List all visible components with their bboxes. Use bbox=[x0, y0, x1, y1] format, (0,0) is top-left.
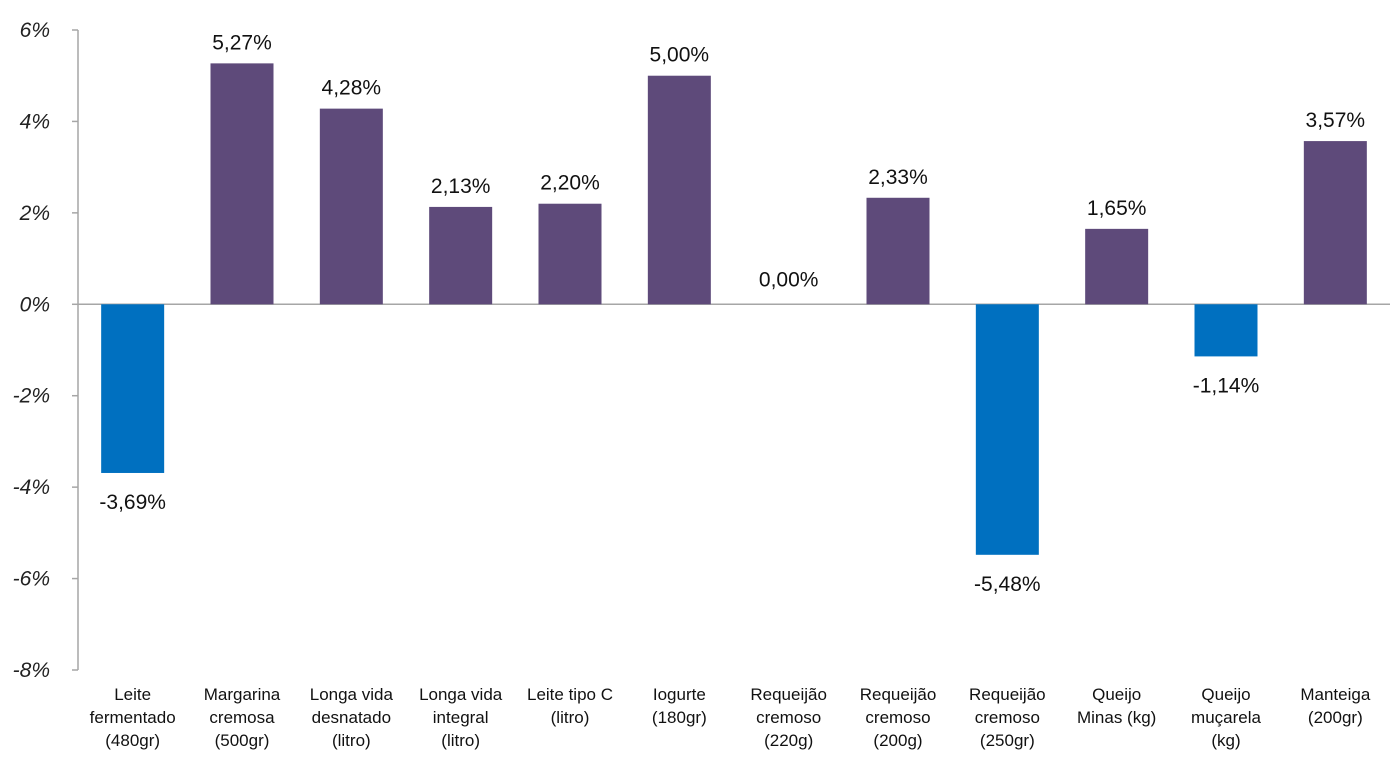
category-label-line: Manteiga bbox=[1300, 685, 1370, 704]
category-label-line: (180gr) bbox=[652, 708, 707, 727]
y-tick-label: 4% bbox=[20, 110, 50, 133]
data-label: -3,69% bbox=[99, 491, 166, 514]
category-label-line: Requeijão bbox=[750, 685, 827, 704]
data-label: 3,57% bbox=[1306, 109, 1366, 132]
category-label-line: (480gr) bbox=[105, 731, 160, 750]
category-label: Requeijão cremoso (220g) bbox=[750, 685, 827, 750]
category-label: Queijo Minas (kg) bbox=[1077, 685, 1156, 727]
category-label: Queijo muçarela (kg) bbox=[1191, 685, 1261, 750]
category-label-line: cremoso bbox=[756, 708, 821, 727]
bar bbox=[1085, 228, 1149, 305]
category-label: Longa vida desnatado (litro) bbox=[310, 685, 394, 750]
category-label-line: (litro) bbox=[551, 708, 590, 727]
category-label-line: (220g) bbox=[764, 731, 813, 750]
category-label: Iogurte (180gr) bbox=[652, 685, 707, 727]
category-label-line: Requeijão bbox=[860, 685, 937, 704]
category-label-line: Margarina bbox=[204, 685, 281, 704]
bar bbox=[866, 197, 930, 305]
category-label-line: Longa vida bbox=[419, 685, 503, 704]
data-label: -5,48% bbox=[974, 573, 1041, 596]
category-label-line: (kg) bbox=[1211, 731, 1240, 750]
data-label: 5,27% bbox=[212, 31, 272, 54]
category-label-line: Leite bbox=[114, 685, 151, 704]
y-tick-label: 6% bbox=[20, 19, 50, 42]
category-label-line: fermentado bbox=[90, 708, 176, 727]
data-label: -1,14% bbox=[1193, 374, 1260, 397]
data-label: 1,65% bbox=[1087, 197, 1147, 220]
data-label: 4,28% bbox=[322, 77, 382, 100]
data-label: 2,13% bbox=[431, 175, 491, 198]
category-label-line: (200g) bbox=[873, 731, 922, 750]
category-label-line: Longa vida bbox=[310, 685, 394, 704]
data-label: 0,00% bbox=[759, 268, 819, 291]
category-label-line: (litro) bbox=[332, 731, 371, 750]
bar bbox=[210, 63, 274, 305]
bar bbox=[101, 304, 165, 473]
data-labels: -3,69% 5,27% 4,28% 2,13% 2,20% 5,00% 0,00% 2,33… bbox=[99, 31, 1365, 595]
category-label-line: Iogurte bbox=[653, 685, 706, 704]
category-label: Requeijão cremoso (250gr) bbox=[969, 685, 1046, 750]
y-tick-label: -8% bbox=[13, 659, 50, 682]
category-label-line: cremosa bbox=[209, 708, 275, 727]
category-label: Manteiga (200gr) bbox=[1300, 685, 1370, 727]
category-label-line: (250gr) bbox=[980, 731, 1035, 750]
bar bbox=[1194, 304, 1258, 357]
category-label-line: Queijo bbox=[1092, 685, 1141, 704]
category-label: Margarina cremosa (500gr) bbox=[204, 685, 281, 750]
bar bbox=[538, 203, 602, 305]
category-label-line: Minas (kg) bbox=[1077, 708, 1156, 727]
bars bbox=[101, 63, 1367, 555]
y-tick-label: -6% bbox=[13, 568, 50, 591]
x-axis-labels: Leite fermentado (480gr) Margarina cremosa (5… bbox=[90, 685, 1371, 750]
bar bbox=[319, 108, 383, 305]
data-label: 5,00% bbox=[650, 44, 710, 67]
category-label-line: (200gr) bbox=[1308, 708, 1363, 727]
category-label: Requeijão cremoso (200g) bbox=[860, 685, 937, 750]
category-label-line: (litro) bbox=[441, 731, 480, 750]
category-label-line: Leite tipo C bbox=[527, 685, 613, 704]
category-label-line: integral bbox=[433, 708, 489, 727]
category-label: Leite tipo C (litro) bbox=[527, 685, 613, 727]
category-label-line: cremoso bbox=[975, 708, 1040, 727]
bar bbox=[1303, 141, 1367, 305]
bar bbox=[975, 304, 1039, 555]
data-label: 2,20% bbox=[540, 172, 600, 195]
category-label-line: Requeijão bbox=[969, 685, 1046, 704]
category-label: Longa vida integral (litro) bbox=[419, 685, 503, 750]
category-label-line: (500gr) bbox=[215, 731, 270, 750]
bar bbox=[429, 206, 493, 305]
category-label-line: muçarela bbox=[1191, 708, 1261, 727]
category-label-line: Queijo bbox=[1201, 685, 1250, 704]
data-label: 2,33% bbox=[868, 166, 928, 189]
category-label: Leite fermentado (480gr) bbox=[90, 685, 176, 750]
bar bbox=[647, 75, 711, 305]
category-label-line: cremoso bbox=[865, 708, 930, 727]
y-tick-label: -2% bbox=[13, 385, 50, 408]
y-tick-label: 0% bbox=[20, 293, 50, 316]
y-tick-label: 2% bbox=[19, 202, 50, 225]
category-label-line: desnatado bbox=[312, 708, 391, 727]
y-tick-label: -4% bbox=[13, 476, 50, 499]
y-axis: 6% 4% 2% 0% -2% -4% -6% -8% bbox=[13, 19, 1390, 682]
